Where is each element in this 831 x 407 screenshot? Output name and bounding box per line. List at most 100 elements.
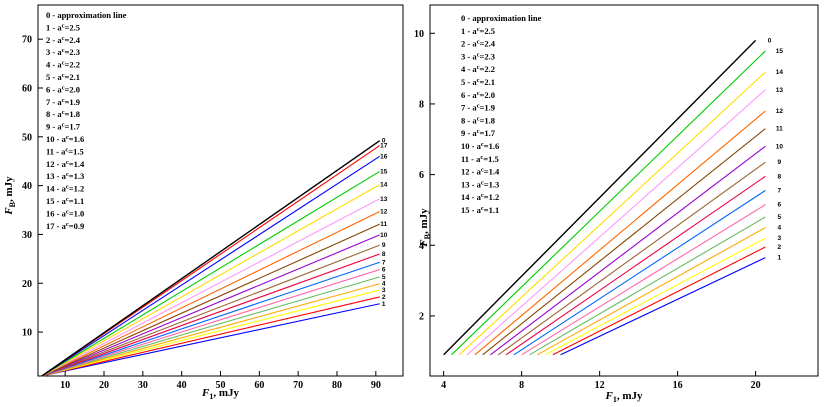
series-line-13 xyxy=(41,198,380,377)
series-line-12 xyxy=(474,110,766,356)
y-tick-label: 4 xyxy=(419,241,424,252)
y-tick-label: 70 xyxy=(22,35,32,46)
legend-item-0: 0 - approximation line xyxy=(46,10,127,20)
series-end-label-5: 5 xyxy=(382,274,386,281)
series-end-label-16: 16 xyxy=(380,153,388,160)
series-line-15 xyxy=(451,50,766,356)
series-end-label-0: 0 xyxy=(768,37,772,44)
series-line-13 xyxy=(466,89,766,356)
x-tick-label: 10 xyxy=(60,380,70,391)
series-line-0 xyxy=(41,140,381,377)
series-line-11 xyxy=(482,128,766,356)
legend-item-10: 10 - ac=1.6 xyxy=(461,141,499,151)
x-tick-label: 80 xyxy=(332,380,342,391)
series-end-label-3: 3 xyxy=(382,287,386,294)
series-end-label-5: 5 xyxy=(778,214,782,221)
x-tick-label: 70 xyxy=(293,380,303,391)
x-tick-label: 16 xyxy=(673,380,683,391)
legend-item-5: 5 - ac=2.1 xyxy=(461,77,495,87)
x-tick-label: 50 xyxy=(216,380,226,391)
series-line-6 xyxy=(521,204,766,356)
series-end-label-11: 11 xyxy=(776,126,783,133)
legend-item-7: 7 - ac=1.9 xyxy=(46,97,80,107)
series-end-label-8: 8 xyxy=(778,173,782,180)
legend-item-11: 11 - ac=1.5 xyxy=(46,146,84,156)
series-line-0 xyxy=(443,39,757,356)
legend-item-11: 11 - ac=1.5 xyxy=(461,154,499,164)
x-tick-label: 60 xyxy=(254,380,264,391)
legend-item-6: 6 - ac=2.0 xyxy=(461,90,495,100)
series-end-label-9: 9 xyxy=(778,159,782,166)
legend-item-2: 2 - ac=2.4 xyxy=(461,39,496,49)
series-end-label-14: 14 xyxy=(380,182,388,189)
series-line-6 xyxy=(41,269,380,377)
legend-item-10: 10 - ac=1.6 xyxy=(46,134,84,144)
legend-item-14: 14 - ac=1.2 xyxy=(46,184,84,194)
series-line-7 xyxy=(513,190,766,356)
series-end-label-12: 12 xyxy=(776,108,784,115)
series-line-3 xyxy=(41,289,380,377)
y-axis-label: FB, mJy xyxy=(418,208,432,248)
y-tick-label: 60 xyxy=(22,83,32,94)
legend-item-16: 16 - ac=1.0 xyxy=(46,208,84,218)
legend-item-9: 9 - ac=1.7 xyxy=(461,128,496,138)
legend-item-3: 3 - ac=2.3 xyxy=(461,51,495,61)
series-line-9 xyxy=(41,244,380,377)
legend-item-4: 4 - ac=2.2 xyxy=(46,60,80,70)
series-end-label-4: 4 xyxy=(382,281,386,288)
legend-item-13: 13 - ac=1.3 xyxy=(461,179,499,189)
x-tick-label: 4 xyxy=(441,380,446,391)
y-axis-label: FB, mJy xyxy=(3,176,17,216)
legend-item-12: 12 - ac=1.4 xyxy=(46,159,85,169)
series-end-label-17: 17 xyxy=(380,143,388,150)
legend-item-13: 13 - ac=1.3 xyxy=(46,171,84,181)
legend-item-17: 17 - ac=0.9 xyxy=(46,221,84,231)
y-tick-label: 6 xyxy=(419,170,424,181)
legend-item-7: 7 - ac=1.9 xyxy=(461,103,495,113)
series-end-label-6: 6 xyxy=(382,267,386,274)
series-line-2 xyxy=(41,296,380,377)
series-line-4 xyxy=(536,227,766,356)
series-end-label-2: 2 xyxy=(382,294,386,301)
legend-item-14: 14 - ac=1.2 xyxy=(461,192,499,202)
x-tick-label: 8 xyxy=(519,380,524,391)
series-end-label-13: 13 xyxy=(380,196,388,203)
legend-item-6: 6 - ac=2.0 xyxy=(46,84,80,94)
series-end-label-2: 2 xyxy=(778,244,782,251)
y-tick-label: 10 xyxy=(414,29,424,40)
series-line-1 xyxy=(41,303,380,377)
series-line-3 xyxy=(544,237,766,356)
y-tick-label: 2 xyxy=(419,311,424,322)
series-end-label-0: 0 xyxy=(382,138,386,145)
legend-item-5: 5 - ac=2.1 xyxy=(46,72,80,82)
x-tick-label: 20 xyxy=(99,380,109,391)
legend-item-1: 1 - ac=2.5 xyxy=(46,22,80,32)
legend-item-4: 4 - ac=2.2 xyxy=(461,64,495,74)
legend-item-12: 12 - ac=1.4 xyxy=(461,167,500,177)
series-line-12 xyxy=(41,210,380,377)
x-tick-label: 12 xyxy=(595,380,605,391)
y-tick-label: 8 xyxy=(419,99,424,110)
series-line-14 xyxy=(458,71,766,356)
series-end-label-6: 6 xyxy=(778,202,782,209)
x-tick-label: 90 xyxy=(371,380,381,391)
series-line-5 xyxy=(41,276,380,377)
series-end-label-13: 13 xyxy=(776,87,784,94)
legend-item-1: 1 - ac=2.5 xyxy=(461,26,495,36)
plot-frame xyxy=(429,4,819,377)
series-end-label-9: 9 xyxy=(382,242,386,249)
series-line-10 xyxy=(490,145,766,356)
legend-item-15: 15 - ac=1.1 xyxy=(46,196,84,206)
series-line-2 xyxy=(552,246,766,356)
y-tick-label: 50 xyxy=(22,132,32,143)
series-end-label-11: 11 xyxy=(380,221,387,228)
series-end-label-10: 10 xyxy=(380,232,388,239)
series-line-5 xyxy=(529,216,766,356)
y-tick-label: 40 xyxy=(22,181,32,192)
series-line-9 xyxy=(497,161,766,356)
series-line-15 xyxy=(41,170,380,377)
x-axis-label: F1, mJy xyxy=(201,387,240,401)
legend-item-8: 8 - ac=1.8 xyxy=(461,115,495,125)
series-line-8 xyxy=(41,253,380,377)
